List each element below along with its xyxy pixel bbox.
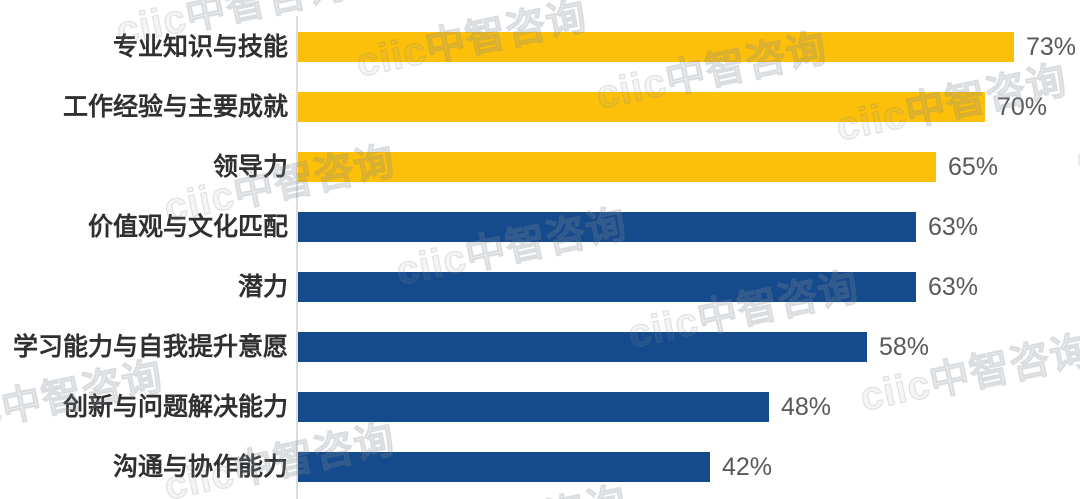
bar xyxy=(298,32,1014,62)
bar xyxy=(298,392,769,422)
category-label: 工作经验与主要成就 xyxy=(62,93,288,121)
value-label: 63% xyxy=(928,213,979,241)
bar xyxy=(298,212,916,242)
category-label: 领导力 xyxy=(212,153,288,181)
bar-row: 创新与问题解决能力 48% xyxy=(0,377,1080,437)
category-label: 沟通与协作能力 xyxy=(112,453,288,481)
bar-row: 潜力 63% xyxy=(0,257,1080,317)
bar-row: 沟通与协作能力 42% xyxy=(0,437,1080,497)
bar xyxy=(298,272,916,302)
y-axis-line xyxy=(296,16,298,499)
bar xyxy=(298,92,985,122)
value-label: 70% xyxy=(997,93,1048,121)
category-label: 学习能力与自我提升意愿 xyxy=(12,333,288,361)
category-label: 创新与问题解决能力 xyxy=(62,393,288,421)
category-label: 潜力 xyxy=(237,273,288,301)
bar-row: 专业知识与技能 73% xyxy=(0,17,1080,77)
bar xyxy=(298,152,936,182)
bar-row: 工作经验与主要成就 70% xyxy=(0,77,1080,137)
category-label: 价值观与文化匹配 xyxy=(87,213,288,241)
value-label: 65% xyxy=(948,153,999,181)
value-label: 58% xyxy=(879,333,930,361)
value-label: 63% xyxy=(928,273,979,301)
bar xyxy=(298,332,867,362)
category-label: 专业知识与技能 xyxy=(112,33,288,61)
value-label: 73% xyxy=(1026,33,1077,61)
value-label: 48% xyxy=(781,393,832,421)
bar-row: 领导力 65% xyxy=(0,137,1080,197)
bar-row: 价值观与文化匹配 63% xyxy=(0,197,1080,257)
bar xyxy=(298,452,710,482)
value-label: 42% xyxy=(722,453,773,481)
bar-row: 学习能力与自我提升意愿 58% xyxy=(0,317,1080,377)
